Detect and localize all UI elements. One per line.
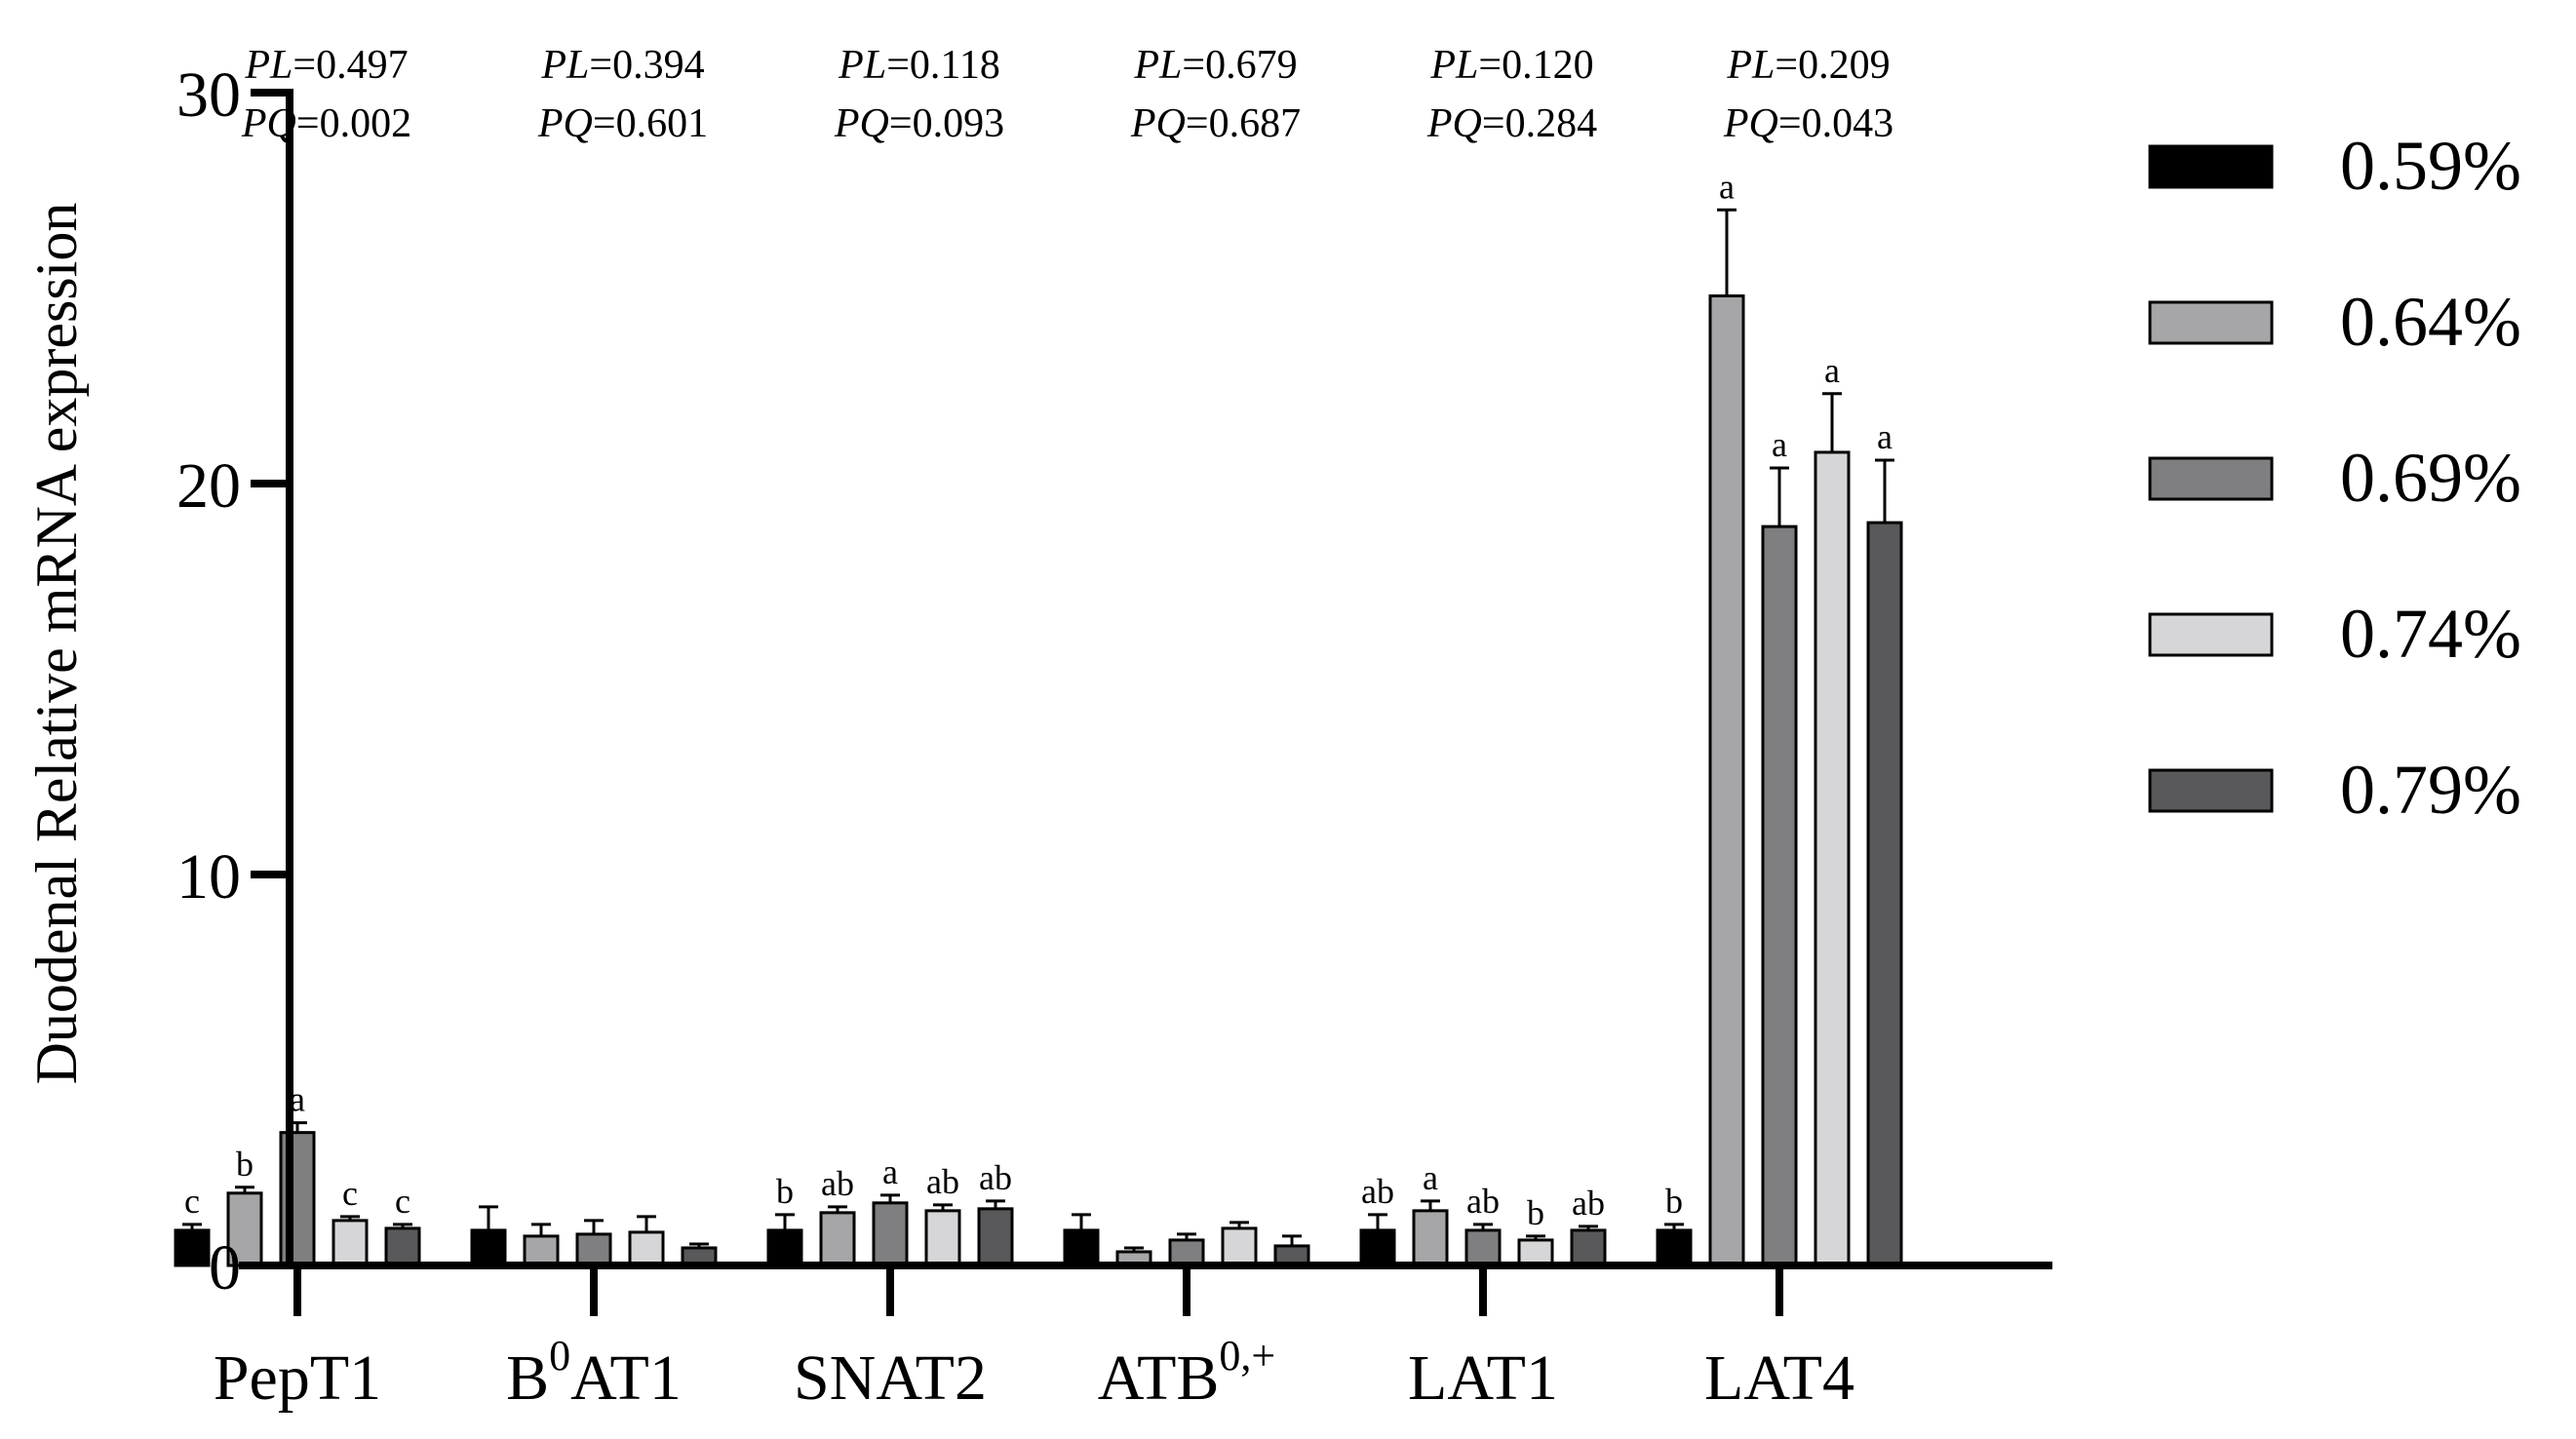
- bar-SNAT2-0.69%: [872, 1201, 909, 1267]
- axes-layer: [239, 89, 2052, 1316]
- legend-label-0.59%: 0.59%: [2340, 127, 2521, 205]
- bar-LAT4-0.64%: [1708, 294, 1745, 1267]
- pq-value-B0AT1: PQ=0.601: [537, 101, 708, 146]
- y-tick-label-0: 0: [209, 1232, 241, 1303]
- y-axis-title: Duodenal Relative mRNA expression: [24, 203, 89, 1085]
- bar-LAT1-0.64%: [1412, 1209, 1449, 1267]
- legend-label-0.79%: 0.79%: [2340, 751, 2521, 829]
- bar-PepT1-0.79%: [384, 1226, 421, 1267]
- x-tick-label-B0AT1: B0AT1: [506, 1332, 682, 1414]
- bar-ATB0,+-0.59%: [1063, 1228, 1100, 1267]
- x-tick-label-LAT1: LAT1: [1408, 1342, 1558, 1414]
- significance-letter-SNAT2-0.59%: b: [776, 1172, 794, 1211]
- bar-B0AT1-0.59%: [470, 1228, 507, 1267]
- bar-SNAT2-0.79%: [977, 1207, 1014, 1267]
- x-tick-label-PepT1: PepT1: [214, 1342, 381, 1414]
- bar-SNAT2-0.64%: [819, 1211, 856, 1267]
- significance-letter-LAT4-0.64%: a: [1719, 167, 1735, 206]
- significance-letter-SNAT2-0.79%: ab: [979, 1158, 1012, 1197]
- pq-value-LAT4: PQ=0.043: [1723, 101, 1893, 146]
- y-tick-label-30: 30: [176, 59, 241, 131]
- significance-letter-LAT4-0.59%: b: [1665, 1182, 1683, 1221]
- bar-PepT1-0.74%: [332, 1219, 369, 1267]
- pl-value-LAT4: PL=0.209: [1726, 43, 1890, 88]
- pq-value-SNAT2: PQ=0.093: [834, 101, 1004, 146]
- bar-LAT4-0.59%: [1656, 1228, 1693, 1267]
- significance-letter-LAT1-0.79%: ab: [1572, 1184, 1605, 1223]
- significance-letter-LAT4-0.69%: a: [1772, 425, 1787, 464]
- x-tick-label-SNAT2: SNAT2: [794, 1342, 987, 1414]
- legend-swatch-0.64%: [2148, 300, 2274, 345]
- bar-ATB0,+-0.74%: [1221, 1226, 1258, 1267]
- significance-letter-PepT1-0.64%: b: [236, 1145, 254, 1184]
- significance-letter-LAT4-0.79%: a: [1877, 417, 1893, 456]
- bar-B0AT1-0.69%: [575, 1232, 612, 1267]
- significance-letter-SNAT2-0.74%: ab: [926, 1162, 959, 1201]
- bar-LAT4-0.74%: [1814, 450, 1851, 1267]
- significance-letter-LAT1-0.59%: ab: [1361, 1172, 1394, 1211]
- pl-value-LAT1: PL=0.120: [1429, 43, 1593, 88]
- significance-letter-LAT1-0.69%: ab: [1466, 1182, 1500, 1221]
- pl-value-PepT1: PL=0.497: [244, 43, 408, 88]
- significance-letter-PepT1-0.74%: c: [342, 1174, 358, 1213]
- x-tick-label-ATB0,+: ATB0,+: [1098, 1332, 1276, 1414]
- legend-swatch-0.79%: [2148, 768, 2274, 813]
- bar-SNAT2-0.74%: [924, 1209, 961, 1267]
- significance-letter-PepT1-0.59%: c: [184, 1182, 200, 1221]
- pl-value-B0AT1: PL=0.394: [540, 43, 704, 88]
- legend-swatch-0.74%: [2148, 612, 2274, 657]
- legend-label-0.74%: 0.74%: [2340, 595, 2521, 673]
- bar-B0AT1-0.74%: [628, 1230, 665, 1267]
- y-tick-label-20: 20: [176, 450, 241, 522]
- legend-swatch-0.59%: [2148, 144, 2274, 189]
- legend-label-0.64%: 0.64%: [2340, 283, 2521, 361]
- x-tick-label-LAT4: LAT4: [1704, 1342, 1854, 1414]
- bar-LAT1-0.69%: [1464, 1228, 1502, 1267]
- pl-value-SNAT2: PL=0.118: [838, 43, 1000, 88]
- bar-SNAT2-0.59%: [766, 1228, 803, 1267]
- legend-swatch-0.69%: [2148, 456, 2274, 501]
- significance-letter-SNAT2-0.64%: ab: [821, 1164, 854, 1203]
- bar-LAT1-0.79%: [1570, 1228, 1607, 1267]
- legend: 0.59% 0.64% 0.69% 0.74% 0.79%: [2148, 127, 2521, 829]
- pq-value-PepT1: PQ=0.002: [241, 101, 411, 146]
- significance-letter-LAT1-0.74%: b: [1527, 1193, 1544, 1232]
- bar-LAT4-0.69%: [1761, 525, 1798, 1267]
- bar-PepT1-0.59%: [174, 1228, 211, 1267]
- bar-LAT4-0.79%: [1866, 521, 1903, 1267]
- significance-letter-SNAT2-0.69%: a: [882, 1152, 898, 1191]
- bar-LAT1-0.59%: [1359, 1228, 1396, 1267]
- pl-value-ATB0,+: PL=0.679: [1133, 43, 1297, 88]
- significance-letter-PepT1-0.69%: a: [290, 1080, 305, 1119]
- pq-value-LAT1: PQ=0.284: [1426, 101, 1597, 146]
- significance-letter-LAT1-0.64%: a: [1423, 1158, 1438, 1197]
- significance-letter-PepT1-0.79%: c: [395, 1182, 410, 1221]
- significance-letter-LAT4-0.74%: a: [1824, 351, 1840, 390]
- bars-layer: [174, 208, 1903, 1267]
- pq-value-ATB0,+: PQ=0.687: [1130, 101, 1301, 146]
- legend-label-0.69%: 0.69%: [2340, 439, 2521, 517]
- bar-B0AT1-0.64%: [523, 1234, 560, 1267]
- y-tick-label-10: 10: [176, 841, 241, 913]
